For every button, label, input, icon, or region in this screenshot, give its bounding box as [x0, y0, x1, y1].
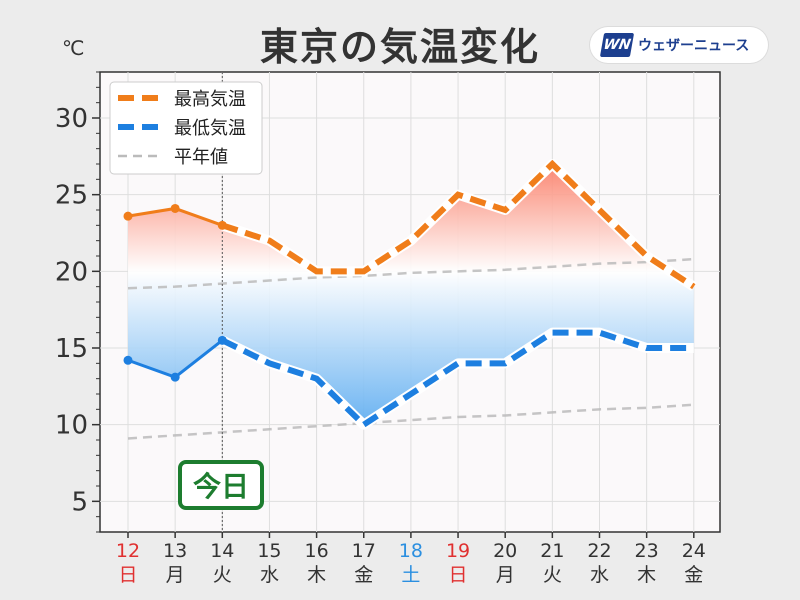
weathernews-logo: WN ウェザーニュース — [590, 27, 768, 63]
low-temp-point — [170, 372, 180, 382]
legend-label: 最低気温 — [174, 118, 246, 139]
x-tick-weekday: 月 — [496, 564, 515, 586]
y-tick-label: 10 — [55, 411, 88, 441]
legend-label: 平年値 — [174, 147, 228, 168]
x-tick-weekday: 土 — [401, 564, 420, 586]
y-tick-label: 30 — [55, 104, 88, 134]
x-tick-weekday: 金 — [354, 564, 373, 586]
x-tick-weekday: 木 — [307, 564, 326, 586]
y-tick-label: 25 — [55, 181, 88, 211]
unit-label: ℃ — [62, 36, 85, 60]
weathernews-logo-text: ウェザーニュース — [638, 38, 750, 54]
today-badge — [178, 460, 264, 510]
x-tick-weekday: 日 — [118, 564, 137, 586]
x-tick-day: 14 — [210, 540, 234, 562]
low-temp-point — [217, 335, 227, 345]
y-tick-label: 20 — [55, 257, 88, 287]
chart-title: 東京の気温変化 — [259, 25, 540, 69]
x-tick-weekday: 水 — [590, 564, 609, 586]
today-badge-label: 今日 — [193, 470, 249, 503]
low-temp-forecast-line — [220, 329, 694, 429]
x-tick-weekday: 水 — [260, 564, 279, 586]
normal-high-line — [127, 257, 694, 290]
x-tick-day: 21 — [540, 540, 564, 562]
x-tick-day: 24 — [682, 540, 706, 562]
x-tick-weekday: 火 — [213, 564, 232, 586]
high-temp-point — [123, 211, 133, 221]
x-tick-weekday: 日 — [449, 564, 468, 586]
x-tick-day: 16 — [305, 540, 329, 562]
y-tick-label: 5 — [71, 487, 88, 517]
y-tick-label: 15 — [55, 334, 88, 364]
x-tick-day: 18 — [399, 540, 423, 562]
x-tick-weekday: 木 — [637, 564, 656, 586]
x-tick-day: 20 — [493, 540, 517, 562]
low-temp-point — [123, 355, 133, 365]
x-tick-day: 23 — [635, 540, 659, 562]
x-tick-weekday: 月 — [166, 564, 185, 586]
x-tick-weekday: 火 — [543, 564, 562, 586]
legend-label: 最高気温 — [174, 89, 246, 110]
x-tick-day: 15 — [257, 540, 281, 562]
x-tick-day: 13 — [163, 540, 187, 562]
legend-box — [109, 81, 263, 175]
high-temp-forecast-line — [221, 159, 696, 290]
x-tick-day: 19 — [446, 540, 470, 562]
high-temp-point — [170, 203, 180, 213]
x-tick-day: 17 — [352, 540, 376, 562]
x-tick-day: 12 — [116, 540, 140, 562]
high-temp-point — [217, 220, 227, 230]
x-tick-weekday: 金 — [684, 564, 703, 586]
x-tick-day: 22 — [587, 540, 611, 562]
